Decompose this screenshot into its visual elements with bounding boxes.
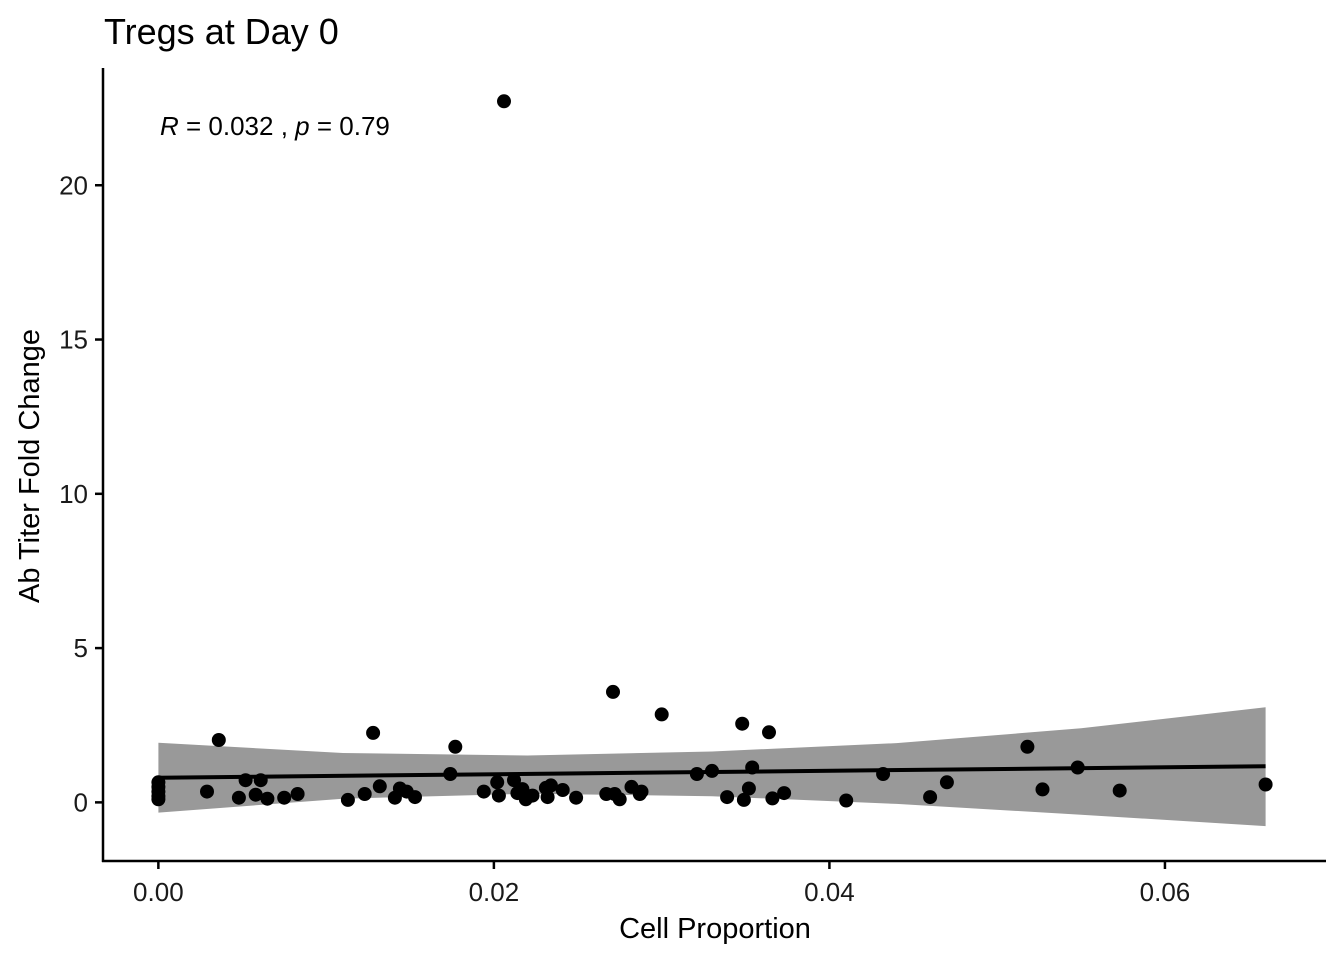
y-tick-label-4: 20	[59, 170, 88, 200]
data-point-4	[151, 792, 166, 807]
x-axis-title: Cell Proportion	[619, 913, 811, 945]
data-point-62	[1070, 760, 1085, 775]
data-point-64	[1258, 777, 1273, 792]
data-point-16	[366, 725, 381, 740]
data-point-47	[705, 763, 719, 778]
data-point-21	[408, 790, 422, 805]
data-point-58	[923, 790, 938, 805]
data-point-60	[1020, 739, 1035, 754]
data-point-63	[1112, 783, 1127, 798]
y-axis-title: Ab Titer Fold Change	[14, 329, 46, 603]
data-point-61	[1035, 782, 1050, 797]
data-point-15	[357, 787, 372, 801]
data-point-5	[200, 784, 214, 799]
plot-area	[151, 94, 1273, 827]
data-point-39	[606, 684, 620, 699]
data-point-50	[736, 792, 751, 807]
data-point-25	[490, 775, 505, 790]
data-point-41	[612, 792, 627, 807]
data-point-45	[654, 707, 669, 722]
x-tick-label-3: 0.06	[1140, 877, 1191, 907]
data-point-17	[372, 779, 387, 794]
data-point-10	[253, 773, 268, 788]
data-point-28	[507, 773, 521, 788]
data-point-8	[238, 773, 253, 788]
data-point-7	[231, 790, 246, 805]
chart-title: Tregs at Day 0	[104, 11, 339, 52]
data-point-23	[448, 739, 463, 754]
data-point-54	[765, 791, 780, 806]
r-value-text: = 0.032 ,	[179, 111, 295, 141]
data-point-37	[569, 790, 584, 805]
data-point-32	[525, 788, 540, 803]
data-point-6	[211, 733, 226, 747]
y-axis-ticks: 0 5 10 15 20	[59, 170, 103, 817]
data-point-12	[277, 790, 292, 805]
y-tick-label-2: 10	[59, 479, 88, 509]
data-point-24	[476, 784, 491, 799]
data-point-52	[745, 760, 760, 775]
data-point-46	[689, 767, 704, 781]
data-point-44	[634, 784, 649, 799]
y-tick-label-0: 0	[74, 787, 88, 817]
data-point-59	[939, 775, 954, 790]
data-points	[151, 94, 1273, 808]
p-value-text: = 0.79	[310, 111, 390, 141]
x-axis-ticks: 0.00 0.02 0.04 0.06	[133, 861, 1190, 907]
data-point-13	[290, 787, 305, 801]
data-point-35	[543, 778, 558, 793]
data-point-14	[340, 792, 355, 807]
r-symbol: R	[160, 111, 179, 141]
data-point-36	[555, 783, 570, 797]
x-tick-label-1: 0.02	[469, 877, 520, 907]
p-symbol: p	[294, 111, 309, 141]
data-point-55	[777, 786, 792, 801]
y-tick-label-1: 5	[74, 633, 88, 663]
correlation-annotation: R = 0.032 , p = 0.79	[160, 111, 390, 141]
data-point-9	[248, 787, 263, 802]
data-point-53	[762, 725, 776, 740]
x-tick-label-2: 0.04	[804, 877, 855, 907]
y-tick-label-3: 15	[59, 325, 88, 355]
data-point-11	[260, 791, 275, 806]
data-point-57	[876, 767, 891, 781]
data-point-34	[540, 790, 555, 805]
data-point-48	[720, 790, 735, 805]
axes: 0 5 10 15 20 0.00 0.02 0.04 0.06	[59, 68, 1326, 907]
data-point-26	[491, 788, 506, 803]
data-point-22	[443, 767, 458, 781]
x-tick-label-0: 0.00	[133, 877, 184, 907]
data-point-49	[735, 716, 750, 731]
data-point-56	[839, 793, 854, 808]
data-point-51	[741, 781, 756, 796]
data-point-27	[497, 94, 511, 109]
